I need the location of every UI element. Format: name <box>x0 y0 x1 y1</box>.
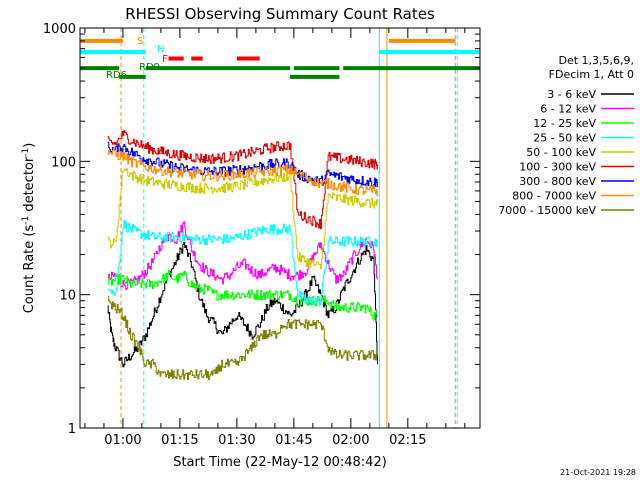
y-axis-label: Count Rate (s-1 detector-1) <box>21 143 37 314</box>
series-line-7 <box>107 148 378 197</box>
y-tick-label-1: 10 <box>59 289 76 304</box>
series-line-0 <box>107 241 378 368</box>
x-tick-label-3: 01:45 <box>275 433 312 448</box>
legend-label-1: 6 - 12 keV <box>540 103 596 116</box>
chart-title: RHESSI Observing Summary Count Rates <box>125 5 435 23</box>
x-tick-label-0: 01:00 <box>104 433 141 448</box>
x-tick-label-5: 02:15 <box>389 433 426 448</box>
legend-label-8: 7000 - 15000 keV <box>498 204 596 217</box>
y-axis: 1 10 100 1000 <box>43 22 480 437</box>
series-line-5 <box>107 130 378 230</box>
footer-timestamp: 21-Oct-2021 19:28 <box>560 468 636 477</box>
x-tick-label-4: 02:00 <box>332 433 369 448</box>
series-layer <box>107 130 378 380</box>
status-label-rd9: RD9 <box>139 62 160 73</box>
legend-label-5: 100 - 300 keV <box>519 161 596 174</box>
status-label-f: F <box>162 54 168 65</box>
y-tick-label-2: 100 <box>51 155 76 170</box>
legend-label-7: 800 - 7000 keV <box>512 190 596 203</box>
series-line-1 <box>107 221 378 290</box>
status-label-n: N <box>157 44 164 55</box>
legend-label-2: 12 - 25 keV <box>533 117 596 130</box>
x-tick-label-1: 01:15 <box>161 433 198 448</box>
legend-label-3: 25 - 50 keV <box>533 132 596 145</box>
y-tick-label-0: 1 <box>68 422 76 437</box>
y-axis-label-sup2: -1 <box>21 148 31 157</box>
legend-header-1: Det 1,3,5,6,9, <box>558 54 634 67</box>
series-line-3 <box>107 219 378 307</box>
series-line-4 <box>107 168 378 270</box>
status-label-rd6: RD6 <box>106 70 127 81</box>
x-axis-label: Start Time (22-May-12 00:48:42) <box>173 455 387 470</box>
y-tick-label-3: 1000 <box>43 22 76 37</box>
legend-header-2: FDecim 1, Att 0 <box>549 68 634 81</box>
legend-label-6: 300 - 800 keV <box>519 175 596 188</box>
vertical-markers <box>120 28 458 428</box>
y-axis-label-mid: detector <box>22 156 37 216</box>
y-axis-label-main: Count Rate (s <box>22 225 37 314</box>
y-axis-label-end: ) <box>22 143 37 148</box>
series-line-2 <box>107 270 378 321</box>
status-label-s: S <box>137 36 143 47</box>
legend-label-4: 50 - 100 keV <box>526 146 596 159</box>
plot-frame <box>79 27 481 429</box>
x-axis: 01:00 01:15 01:30 01:45 02:00 02:15 <box>84 28 466 448</box>
legend: Det 1,3,5,6,9, FDecim 1, Att 0 3 - 6 keV… <box>498 54 634 217</box>
legend-label-0: 3 - 6 keV <box>547 88 596 101</box>
x-tick-label-2: 01:30 <box>218 433 255 448</box>
y-axis-label-sup1: -1 <box>21 216 31 225</box>
series-line-6 <box>107 141 378 188</box>
series-line-8 <box>107 295 378 380</box>
